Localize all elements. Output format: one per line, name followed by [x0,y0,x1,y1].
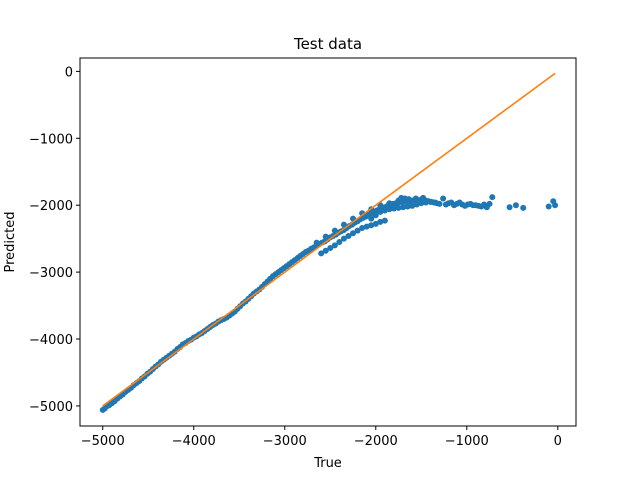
x-tick-label: −1000 [445,434,489,449]
chart-title: Test data [293,35,362,53]
y-tick-label: −1000 [29,132,73,147]
scatter-point [331,242,338,249]
scatter-point [372,212,379,219]
scatter-point [400,204,407,211]
y-tick-label: −2000 [29,199,73,214]
y-tick-label: −3000 [29,266,73,281]
scatter-point [331,227,338,234]
scatter-point [363,223,370,230]
scatter-point [409,202,416,209]
y-tick-label: −4000 [29,333,73,348]
scatter-point [377,208,384,215]
scatter-point [405,196,412,203]
scatter-point [340,235,347,242]
y-tick-label: 0 [65,65,73,80]
scatter-point [359,224,366,231]
scatter-point [350,230,357,237]
scatter-point [395,204,402,211]
scatter-point [318,250,325,257]
x-tick-label: −5000 [81,434,125,449]
scatter-point [422,199,429,206]
scatter-point [512,202,519,209]
plot-frame [79,57,577,427]
scatter-point [386,206,393,213]
scatter-point [520,204,527,211]
scatter-point [413,201,420,208]
y-tick-label: −5000 [29,400,73,415]
scatter-point [336,239,343,245]
x-tick-label: −4000 [172,434,216,449]
scatter-point [340,221,347,228]
x-tick-label: −3000 [263,434,307,449]
scatter-point [506,204,513,211]
scatter-point [327,245,334,252]
scatter-point [431,199,438,206]
scatter-point [552,202,559,209]
scatter-point [404,203,411,210]
x-tick-label: −2000 [354,434,398,449]
scatter-point [322,247,329,254]
scatter-point [354,227,361,234]
scatter-point [322,233,329,240]
scatter-point [368,215,375,222]
scatter-point [368,222,375,229]
scatter-point [486,200,493,207]
scatter-point [440,195,447,202]
scatter-point [372,220,379,227]
scatter-point [377,218,384,225]
x-axis-label: True [313,456,342,471]
scatter-point [345,232,352,239]
scatter-point [489,194,496,201]
reference-line [102,72,556,407]
x-tick-label: 0 [554,434,562,449]
scatter-point [545,203,552,210]
scatter-point [390,205,397,212]
y-axis-label: Predicted [3,211,18,272]
scatter-point [386,200,393,207]
scatter-point [381,217,388,224]
scatter-point [420,194,427,201]
scatter-point [436,200,443,207]
scatter-point [313,239,320,246]
scatter-point [412,195,419,202]
scatter-point [427,198,434,205]
scatter-point [381,207,388,214]
scatter-point [418,200,425,207]
